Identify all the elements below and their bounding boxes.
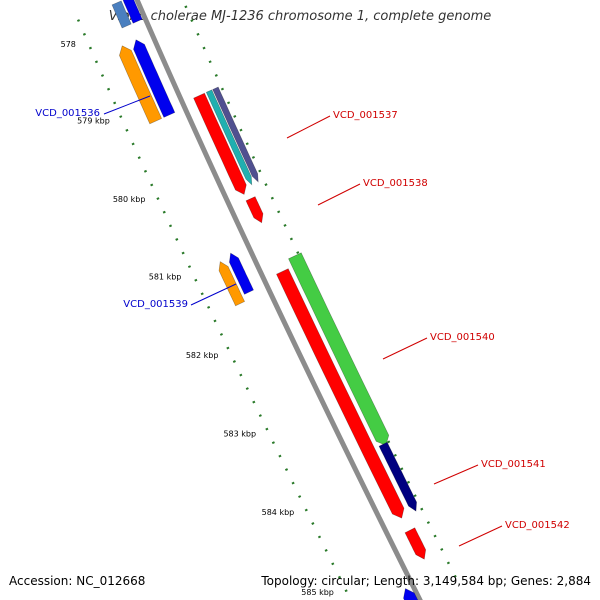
gene-block-VCD_001537-red [193,92,247,195]
tick-label: 585 kbp [301,588,334,597]
backbone-line [134,0,423,600]
gene-leader-line [190,283,237,306]
tick-label: 583 kbp [223,429,256,438]
gene-label: VCD_001539 [123,299,188,310]
gene-leader-line [382,337,428,360]
gene-label: VCD_001540 [430,332,495,343]
tick-layer: 578 579 kbp 580 kbp 581 kbp 582 kbp 583 kbp 58… [61,0,458,600]
gene-label: VCD_001541 [481,459,546,470]
gene-block-VCD_001537-cyan [205,89,253,186]
tick-label: 578 [61,40,76,49]
gene-block-VCD_001537-purple [212,86,259,183]
gene-block-VCD_001538 [245,196,264,224]
gene-leader-line [433,464,479,485]
tick-label: 582 kbp [186,351,219,360]
gene-block-reverse [122,0,143,24]
feature-layer [111,0,427,600]
map-title: Vibrio cholerae MJ-1236 chromosome 1, co… [108,9,492,24]
gene-block-VCD_001539-orange [218,261,246,307]
gene-block-VCD_001540-green [288,252,390,446]
tick-label: 579 kbp [77,117,110,126]
gene-leader-line [317,183,361,206]
gene-leader-line [458,525,503,547]
gene-block-VCD_001536-blue [133,39,176,118]
genome-summary-text: Topology: circular; Length: 3,149,584 bp… [261,574,591,588]
gene-block-VCD_001540-red [276,268,405,519]
tick-label: 581 kbp [149,273,182,282]
gene-block-VCD_001536-orange [119,45,162,125]
gene-label: VCD_001538 [363,178,428,189]
gene-label: VCD_001536 [35,108,100,119]
gene-label: VCD_001542 [505,520,570,531]
gene-block-bottom [403,588,419,600]
accession-text: Accession: NC_012668 [9,574,146,588]
gene-label: VCD_001537 [333,110,398,121]
gene-label-layer: VCD_001536 VCD_001537 VCD_001538 VCD_001539… [35,95,570,547]
backbone-layer [134,0,423,600]
gene-leader-line [103,95,151,115]
tick-label: 584 kbp [262,508,295,517]
gene-leader-line [286,115,331,139]
gene-block-VCD_001539-blue [229,252,254,295]
gene-block-VCD_001541 [378,441,417,512]
gene-block-reverse [111,0,132,29]
gene-block-VCD_001542 [404,527,427,560]
tick-label: 580 kbp [113,195,146,204]
